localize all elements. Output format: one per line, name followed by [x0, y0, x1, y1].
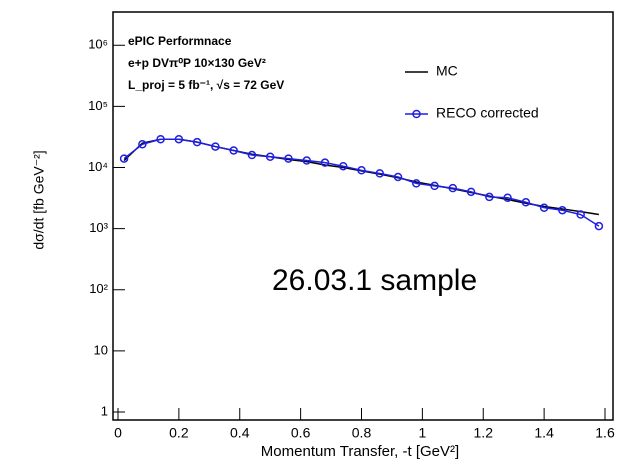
annotation: L_proj = 5 fb⁻¹, √s = 72 GeV [128, 78, 284, 92]
x-tick-label: 0.2 [169, 425, 189, 441]
data-point [229, 146, 238, 155]
data-point [558, 205, 567, 215]
data-point [211, 142, 220, 151]
y-tick-label: 10⁴ [88, 159, 108, 174]
data-point [466, 187, 476, 197]
annotation: ePIC Performnace [128, 34, 232, 48]
data-point [302, 156, 311, 165]
data-point [485, 192, 494, 202]
annotation: e+p DVπ⁰P 10×130 GeV² [128, 56, 266, 70]
y-tick-label: 10⁵ [88, 98, 108, 113]
y-tick-label: 10 [94, 342, 108, 357]
x-tick-label: 0.4 [230, 425, 250, 441]
data-point [174, 134, 184, 144]
data-point [393, 172, 403, 182]
data-point [138, 140, 147, 149]
data-point [192, 137, 202, 147]
x-tick-label: 0.6 [291, 425, 311, 441]
data-point [156, 134, 165, 144]
x-tick-label: 1.6 [595, 425, 615, 441]
x-tick-label: 1.4 [534, 425, 554, 441]
data-point [247, 150, 257, 160]
x-tick-label: 0.8 [352, 425, 372, 441]
data-point [357, 166, 366, 175]
series-line [123, 138, 600, 227]
data-point [503, 193, 512, 203]
plot-frame [112, 11, 614, 421]
data-point [265, 152, 275, 161]
data-point [521, 198, 531, 207]
y-axis-label: dσ/dt [fb GeV⁻²] [31, 150, 47, 249]
y-tick-label: 10³ [89, 220, 108, 235]
x-tick-label: 1 [418, 425, 426, 441]
x-tick-label: 0 [114, 425, 122, 441]
annotation: 26.03.1 sample [272, 264, 477, 297]
data-point [375, 169, 385, 178]
data-point [284, 154, 293, 163]
data-point [594, 221, 604, 231]
x-tick-label: 1.2 [474, 425, 494, 441]
legend-marker [412, 109, 421, 119]
data-point [539, 203, 549, 212]
y-tick-label: 10⁶ [88, 37, 108, 52]
data-point [338, 161, 348, 171]
data-point [119, 154, 129, 163]
y-tick-label: 10² [89, 281, 108, 296]
data-point [576, 210, 585, 219]
data-point [412, 179, 421, 188]
data-point [320, 158, 330, 167]
legend-label: MC [436, 63, 458, 79]
data-point [430, 181, 439, 191]
y-tick-label: 1 [101, 403, 108, 418]
legend-label: RECO corrected [436, 105, 539, 121]
x-axis-label: Momentum Transfer, -t [GeV²] [261, 443, 459, 460]
data-point [448, 183, 458, 193]
